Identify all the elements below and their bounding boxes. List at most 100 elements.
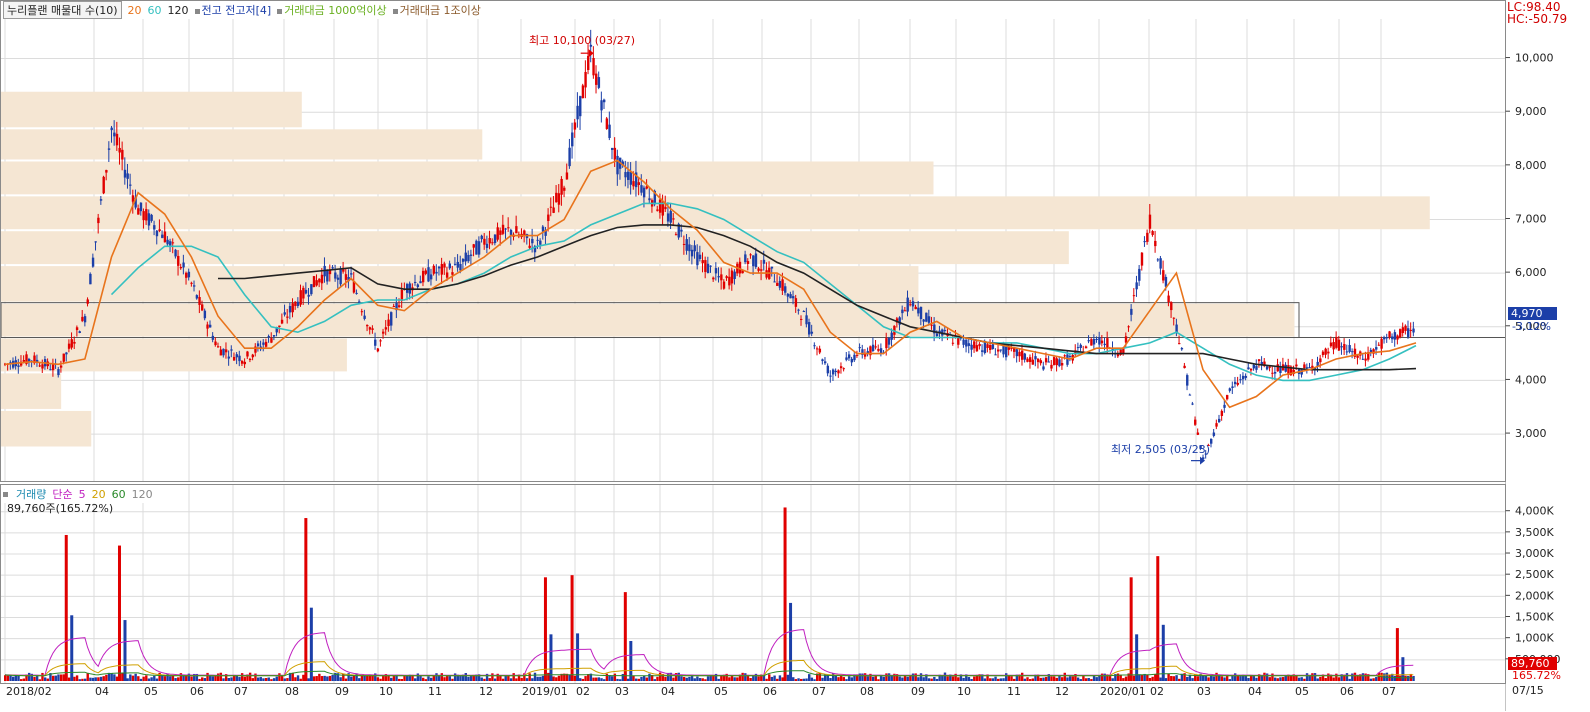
volume-spike-bar — [70, 615, 74, 681]
candle-body — [1050, 364, 1053, 369]
volume-bar — [1375, 677, 1378, 681]
candle-body — [1383, 337, 1386, 340]
candle-body — [1098, 336, 1101, 345]
volume-bar — [435, 673, 438, 681]
candle-body — [190, 282, 193, 284]
volume-bar — [770, 676, 774, 681]
volume-bar — [762, 675, 766, 681]
volume-bar — [182, 675, 185, 681]
candle-body — [214, 341, 217, 346]
volume-bar — [1180, 673, 1184, 681]
volume-profile-bar — [1, 338, 347, 372]
candle-body — [544, 229, 547, 236]
candle-body — [1047, 361, 1051, 363]
volume-bar — [411, 674, 414, 681]
candle-body — [693, 245, 696, 252]
volume-bar — [808, 674, 811, 681]
candle-body — [579, 96, 582, 117]
candle-body — [1068, 355, 1072, 357]
candle-body — [1228, 388, 1232, 391]
candle-body — [845, 357, 848, 360]
volume-bar — [1231, 674, 1234, 681]
trading-value-1t-label[interactable]: 거래대금 1조이상 — [392, 2, 481, 18]
candle-body — [690, 249, 694, 257]
candle-body — [110, 127, 113, 131]
current-price-tag: 4,970 — [1508, 307, 1557, 320]
volume-bar — [1345, 673, 1349, 681]
candle-body — [1090, 339, 1093, 346]
candle-body — [539, 240, 542, 245]
candle-body — [1183, 365, 1186, 369]
volume-bar — [203, 678, 207, 681]
volume-bar — [712, 675, 715, 681]
candle-body — [1292, 369, 1295, 374]
volume-bar — [1015, 674, 1019, 681]
volume-bar — [46, 678, 49, 681]
candle-body — [642, 187, 646, 198]
candle-body — [815, 348, 819, 350]
price-chart-panel[interactable]: 누리플랜 매물대 수(10) 20 60 120 전고 전고저[4] 거래대금 … — [0, 0, 1506, 482]
volume-bar — [408, 674, 412, 681]
vol-ma60-label: 60 — [111, 487, 126, 501]
volume-bar — [672, 677, 675, 681]
candle-body — [584, 71, 587, 88]
time-axis-label: 12 — [479, 685, 493, 698]
candle-body — [358, 301, 361, 304]
volume-bar — [525, 678, 529, 681]
volume-bar — [1122, 678, 1125, 681]
volume-bar — [1026, 677, 1029, 681]
candle-body — [238, 355, 241, 362]
candle-body — [304, 289, 308, 294]
candle-body — [752, 255, 755, 267]
volume-bar — [954, 673, 957, 681]
volume-bar — [589, 673, 593, 681]
candle-body — [560, 178, 563, 195]
candle-body — [581, 85, 585, 99]
volume-bar — [826, 675, 830, 681]
volume-bar — [443, 677, 446, 681]
volume-bar — [613, 673, 617, 681]
volume-bar — [664, 676, 667, 681]
time-axis-label: 08 — [860, 685, 874, 698]
volume-bar — [179, 673, 183, 681]
volume-bar — [1412, 675, 1415, 681]
volume-bar — [352, 675, 356, 681]
volume-bar — [347, 673, 350, 681]
candle-body — [1295, 364, 1298, 367]
candle-body — [1287, 365, 1290, 376]
candle-body — [501, 224, 505, 234]
volume-bar — [163, 676, 167, 681]
candle-body — [597, 77, 601, 88]
volume-bar — [975, 674, 979, 681]
candle-body — [794, 298, 798, 307]
time-axis-label: 04 — [661, 685, 675, 698]
candle-body — [906, 297, 909, 312]
candle-body — [1005, 346, 1008, 358]
candle-body — [1164, 276, 1168, 287]
volume-title[interactable]: 거래량 — [16, 488, 47, 501]
volume-bar — [642, 676, 646, 681]
candle-body — [523, 230, 526, 236]
price-legend: 누리플랜 매물대 수(10) 20 60 120 전고 전고저[4] 거래대금 … — [1, 1, 481, 19]
indicator-label[interactable]: 누리플랜 매물대 수(10) — [3, 1, 122, 19]
high-low-label[interactable]: 전고 전고저[4] — [194, 2, 271, 18]
volume-spike-bar — [309, 607, 313, 681]
volume-bar — [1319, 676, 1322, 681]
volume-chart-panel[interactable]: 거래량 단순 5 20 60 120 89,760주(165.72%) — [0, 484, 1506, 684]
volume-bar — [248, 672, 252, 681]
volume-bar — [1223, 677, 1226, 681]
volume-bar — [760, 674, 763, 681]
volume-bar — [744, 673, 747, 681]
volume-bar — [555, 677, 558, 681]
time-axis[interactable]: 2018/02 04 05 06 07 08 09 10 11 12 2019/01 02 03 04 05… — [0, 683, 1504, 712]
volume-bar — [344, 678, 348, 681]
volume-bar — [946, 676, 949, 681]
trading-value-1000-label[interactable]: 거래대금 1000억이상 — [277, 2, 387, 18]
candle-body — [994, 354, 997, 356]
volume-bar — [1287, 674, 1290, 681]
volume-bar — [1311, 673, 1314, 681]
candle-body — [456, 261, 459, 268]
candle-body — [1140, 252, 1144, 266]
candle-body — [491, 242, 494, 244]
volume-bar — [831, 673, 835, 681]
